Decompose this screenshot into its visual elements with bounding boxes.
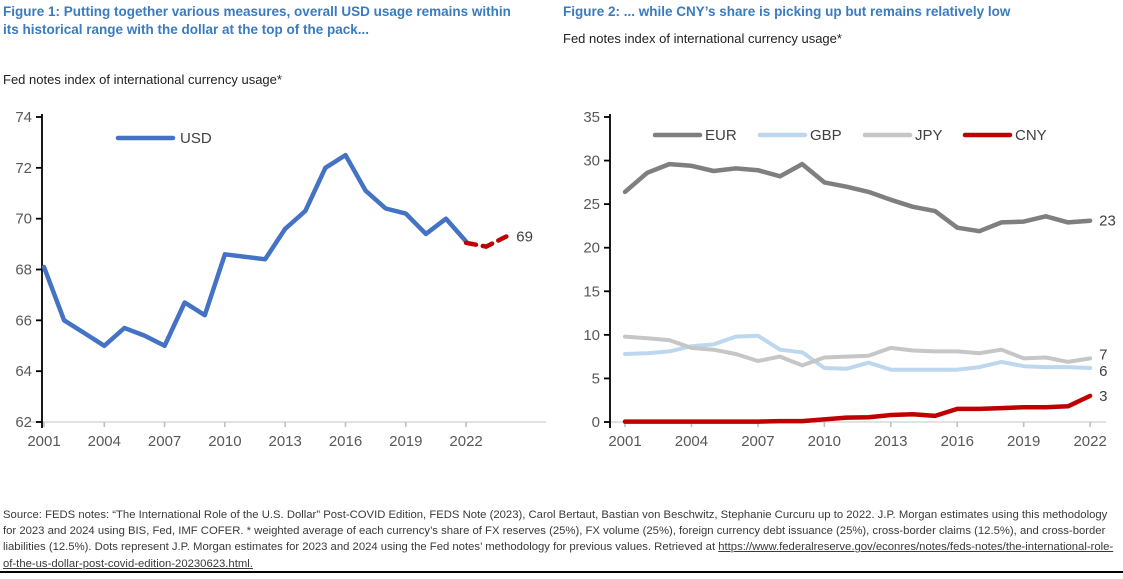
source-text: Source: FEDS notes: “The International R…: [3, 509, 1108, 554]
y-tick-label: 35: [583, 109, 600, 126]
y-tick-label: 0: [592, 414, 600, 431]
x-tick-label: 2004: [675, 433, 708, 450]
figure1-usd-line-chart: 2001 2004 2007 2010 2013 2016 2019 2022 62 64 66 68…: [15, 109, 546, 450]
y-tick-label: 62: [15, 414, 32, 431]
cny-line: [622, 393, 1093, 424]
jpy-line: [623, 334, 1093, 368]
jpy-legend-label: JPY: [915, 127, 943, 144]
x-tick-label: 2001: [27, 433, 60, 450]
cny-legend-label: CNY: [1015, 127, 1047, 144]
x-tick-label: 2001: [608, 433, 641, 450]
cny-end-label: 3: [1099, 388, 1107, 405]
gbp-end-label: 6: [1099, 363, 1107, 380]
y-tick-label: 70: [15, 211, 32, 228]
x-tick-label: 2007: [741, 433, 774, 450]
usd-line: [41, 152, 469, 349]
source-note: Source: FEDS notes: “The International R…: [3, 507, 1120, 572]
y-tick-label: 30: [583, 153, 600, 170]
jpy-end-label: 7: [1099, 346, 1107, 363]
eur-legend-label: EUR: [705, 127, 737, 144]
usd-legend-label: USD: [180, 130, 212, 147]
estimate-dashed-line: [463, 234, 509, 249]
y-tick-label: 74: [15, 109, 32, 126]
x-tick-label: 2013: [269, 433, 302, 450]
y-tick-label: 68: [15, 262, 32, 279]
y-tick-label: 64: [15, 363, 32, 380]
y-tick-label: 25: [583, 196, 600, 213]
y-tick-label: 66: [15, 312, 32, 329]
figure2-title: Figure 2: ... while CNY’s share is picki…: [563, 4, 1011, 19]
x-tick-label: 2004: [88, 433, 121, 450]
y-tick-label: 72: [15, 160, 32, 177]
x-tick-label: 2022: [449, 433, 482, 450]
figure1-subtitle: Fed notes index of international currenc…: [3, 72, 282, 87]
x-tick-label: 2010: [208, 433, 241, 450]
gbp-line: [623, 333, 1093, 372]
x-tick-label: 2019: [1007, 433, 1040, 450]
x-tick-label: 2013: [874, 433, 907, 450]
gbp-legend-label: GBP: [810, 127, 842, 144]
x-tick-label: 2022: [1073, 433, 1106, 450]
y-tick-label: 10: [583, 327, 600, 344]
figure2-currency-shares-line-chart: 2001 2004 2007 2010 2013 2016 2019 2022 0 5 10 15 20…: [583, 109, 1116, 450]
bottom-divider: [0, 571, 1123, 573]
x-tick-label: 2016: [941, 433, 974, 450]
figure1-title: Figure 1: Putting together various measu…: [3, 4, 511, 37]
y-tick-label: 15: [583, 283, 600, 300]
x-tick-label: 2016: [329, 433, 362, 450]
source-url-link[interactable]: https://www.federalreserve.gov/econres/n…: [3, 541, 1114, 570]
y-tick-label: 20: [583, 240, 600, 257]
estimate-end-label: 69: [516, 228, 533, 245]
eur-end-label: 23: [1099, 213, 1116, 230]
eur-line: [622, 161, 1093, 234]
x-tick-label: 2007: [148, 433, 181, 450]
x-tick-label: 2010: [808, 433, 841, 450]
figure2-subtitle: Fed notes index of international currenc…: [563, 31, 842, 46]
x-tick-label: 2019: [389, 433, 422, 450]
y-tick-label: 5: [592, 370, 600, 387]
